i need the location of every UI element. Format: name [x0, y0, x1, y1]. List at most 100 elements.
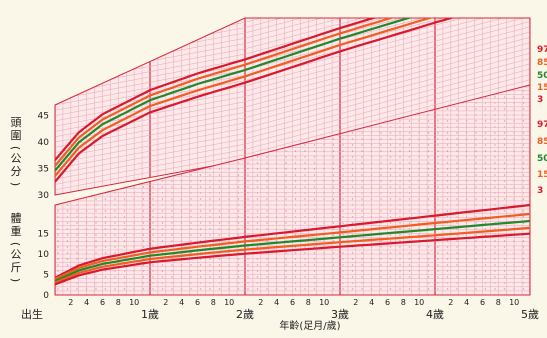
grid-row-line	[55, 18, 530, 106]
x-month-tick: 10	[414, 298, 424, 307]
grid-row-line	[55, 21, 530, 132]
grid-row-line	[55, 74, 530, 185]
x-month-tick: 8	[306, 298, 311, 307]
weight-percentile-label-3: 3	[537, 186, 543, 196]
x-month-tick: 6	[100, 298, 105, 307]
weight-y-tick-5: 5	[43, 271, 49, 281]
grid-row-line	[55, 26, 530, 138]
x-month-tick: 2	[448, 298, 453, 307]
x-month-tick: 4	[84, 298, 89, 307]
weight-curve-p15	[55, 226, 530, 284]
weight-label-char: )	[9, 278, 22, 282]
head-y-axis-label: 頭圍 ( 公分)	[9, 116, 22, 186]
x-month-tick: 4	[274, 298, 279, 307]
weight-y-tick-10: 10	[38, 250, 50, 260]
weight-curves	[55, 203, 530, 286]
weight-label-char: 重	[11, 224, 22, 238]
grid-row-line	[55, 47, 530, 159]
grid-row-line	[55, 52, 530, 164]
weight-curve-p97	[55, 203, 530, 279]
head-percentile-label-85: 85	[537, 58, 547, 68]
grid-row-line	[55, 18, 530, 122]
x-month-tick: 2	[258, 298, 263, 307]
x-month-tick: 10	[224, 298, 234, 307]
weight-curve-p50	[55, 219, 530, 283]
x-month-tick: 2	[163, 298, 168, 307]
x-month-tick: 4	[179, 298, 184, 307]
weight-percentile-label-85: 85	[537, 137, 547, 147]
x-axis: 出生 1歲 2歲 3歲 4歲 5歲 2 4 6 8 10 2 4 6 8 10 2 4 6 8 10 2 4 6 8 10 2 4 6 8…	[21, 298, 539, 321]
head-label-char: (	[9, 146, 22, 150]
head-curve-p50	[55, 18, 530, 172]
grid-row-line	[55, 18, 530, 100]
x-month-tick: 10	[319, 298, 329, 307]
grid-row-line	[55, 18, 530, 21]
x-month-tick: 4	[369, 298, 374, 307]
grid-row-line	[55, 18, 530, 90]
x-year-label-2: 2歲	[236, 307, 254, 321]
weight-label-char: 公	[11, 248, 22, 261]
head-y-tick-30: 30	[38, 191, 50, 201]
x-month-tick: 6	[480, 298, 485, 307]
x-month-tick: 8	[211, 298, 216, 307]
head-y-tick-35: 35	[38, 165, 49, 175]
head-percentile-label-50: 50	[537, 71, 547, 81]
x-month-tick: 8	[496, 298, 501, 307]
head-curves	[55, 18, 530, 183]
x-month-tick: 10	[129, 298, 139, 307]
x-year-label-1: 1歲	[141, 307, 159, 321]
head-curve-p15	[55, 18, 530, 177]
weight-label-char: 體	[11, 212, 22, 225]
x-month-tick: 8	[116, 298, 121, 307]
grid-row-line	[55, 58, 530, 169]
head-percentile-label-15: 15	[537, 83, 547, 93]
percentile-labels: 97 97 85 85 50 50 15 15 3 3	[537, 45, 547, 196]
x-month-tick: 2	[68, 298, 73, 307]
x-year-label-0: 出生	[21, 307, 43, 321]
grid-row-line	[55, 18, 530, 95]
head-label-char: 頭	[11, 116, 22, 129]
grid-row-line	[55, 68, 530, 180]
head-curve-p85	[55, 18, 530, 167]
head-y-ticks: 30 35 40 45	[38, 112, 50, 201]
head-label-char: 圍	[11, 129, 22, 142]
head-curve-p3	[55, 18, 530, 183]
grid-row-line	[55, 79, 530, 190]
x-year-label-5: 5歲	[521, 307, 539, 321]
weight-percentile-label-15: 15	[537, 170, 547, 180]
grid-row-line	[55, 37, 530, 148]
x-year-label-3: 3歲	[331, 307, 349, 321]
head-label-char: 公	[11, 152, 22, 165]
head-y-tick-40: 40	[38, 138, 50, 148]
x-year-label-4: 4歲	[426, 307, 444, 321]
weight-y-axis-label: 體重 ( 公斤)	[9, 212, 22, 282]
grid-row-line	[55, 0, 530, 10]
grid-row-line	[55, 63, 530, 175]
weight-label-char: 斤	[11, 261, 22, 274]
weight-y-ticks: 0 5 10 15	[38, 230, 50, 301]
weight-label-char: (	[9, 242, 22, 246]
weight-curve-p85	[55, 212, 530, 280]
x-axis-title: 年齡(足月/歲)	[279, 319, 340, 332]
weight-curve-p3	[55, 232, 530, 286]
weight-panel: 0 5 10 15 體重 (公斤)	[9, 84, 531, 301]
grid-row-line	[55, 42, 530, 153]
grid-row-line	[55, 18, 530, 111]
grid-row-line	[55, 18, 530, 127]
weight-percentile-label-50: 50	[537, 154, 547, 164]
grid-row-line	[55, 0, 530, 4]
head-label-char: )	[9, 182, 22, 186]
weight-percentile-label-97: 97	[537, 120, 547, 130]
head-curve-p97	[55, 18, 530, 161]
grid-row-line	[55, 31, 530, 143]
x-month-tick: 10	[509, 298, 519, 307]
head-percentile-label-97: 97	[537, 45, 547, 55]
weight-y-tick-15: 15	[38, 230, 49, 240]
head-y-tick-45: 45	[38, 112, 49, 122]
head-label-char: 分	[11, 165, 22, 178]
head-percentile-label-3: 3	[537, 95, 543, 105]
x-month-tick: 4	[464, 298, 469, 307]
x-month-tick: 6	[195, 298, 200, 307]
